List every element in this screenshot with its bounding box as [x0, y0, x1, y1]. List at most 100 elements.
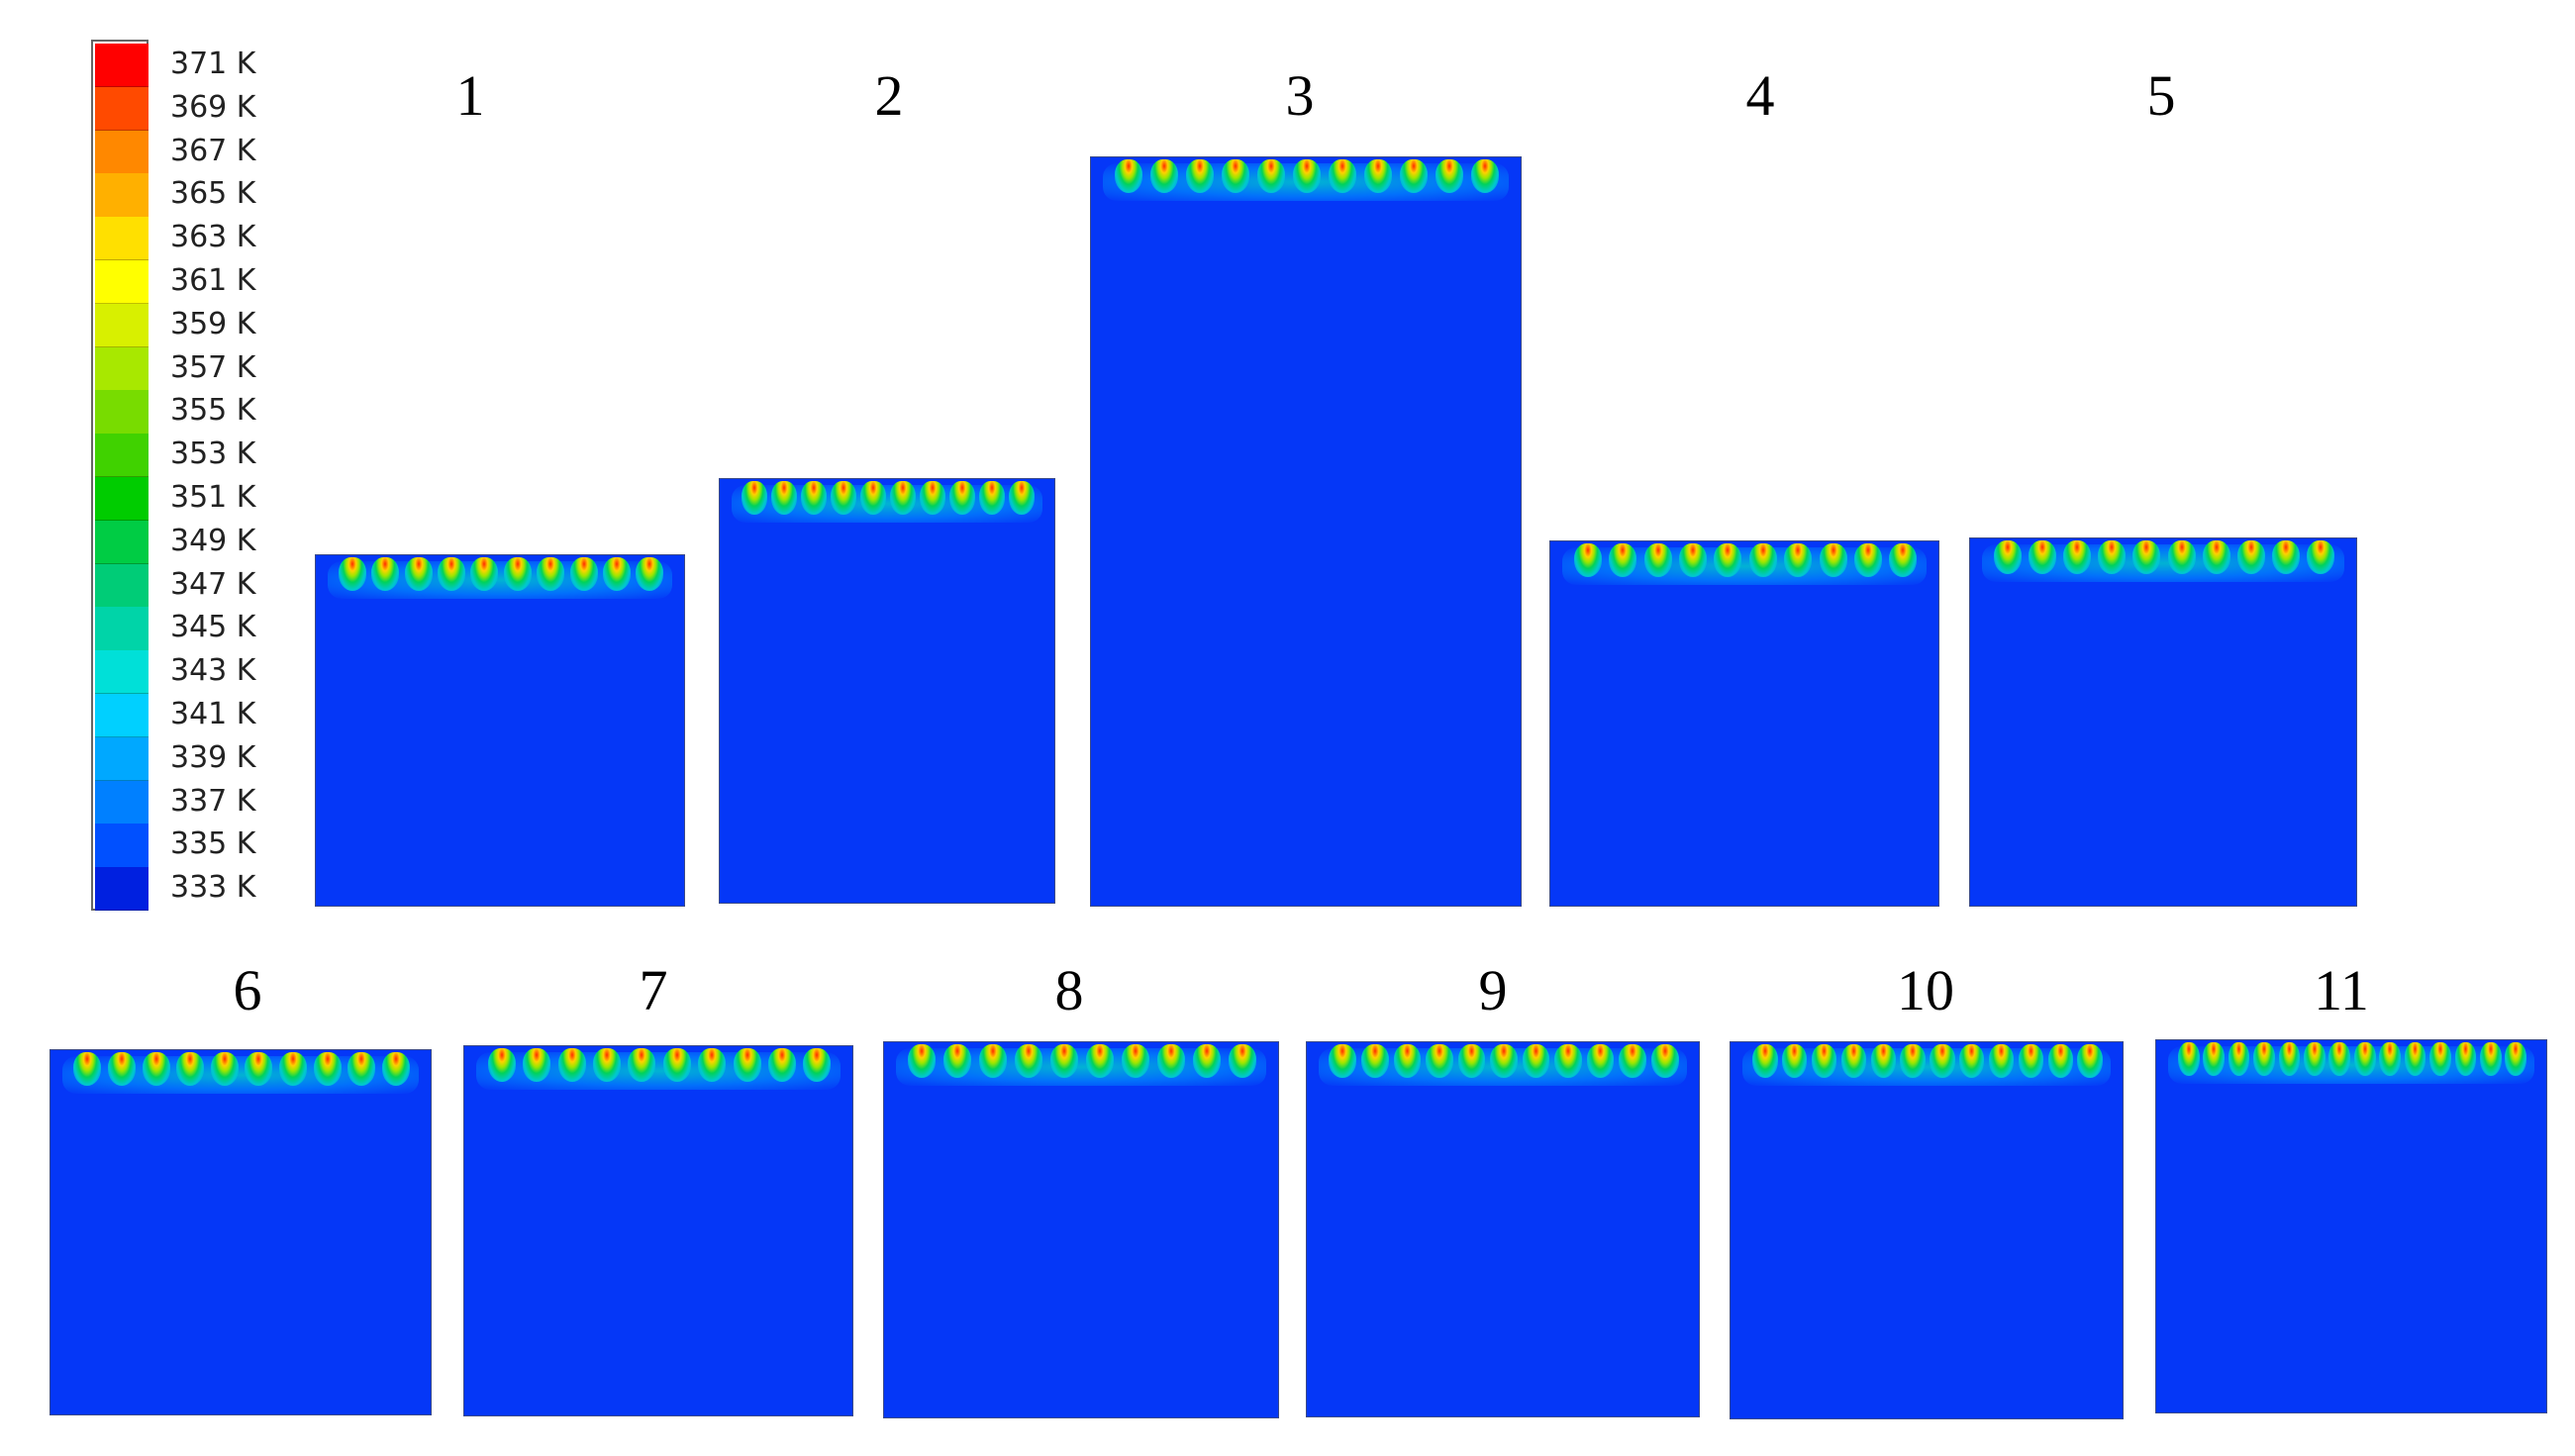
- legend-label: 349 K: [170, 523, 256, 558]
- legend-label: 335 K: [170, 826, 256, 862]
- heat-plume: [628, 1048, 656, 1082]
- legend-swatch: [95, 390, 149, 435]
- legend-label: 347 K: [170, 566, 256, 602]
- legend-swatch: [95, 173, 149, 218]
- heat-plume: [636, 557, 664, 591]
- heat-plume: [890, 481, 916, 515]
- heat-plume: [2253, 1042, 2275, 1076]
- legend-swatch: [95, 867, 149, 912]
- heat-plume: [1678, 543, 1707, 577]
- legend-label: 341 K: [170, 697, 256, 731]
- legend-label: 367 K: [170, 133, 256, 168]
- heat-plume: [2429, 1042, 2451, 1076]
- heat-plume: [979, 1044, 1007, 1078]
- heat-plume: [2047, 1044, 2073, 1078]
- heat-plume: [1426, 1044, 1453, 1078]
- heat-plume: [1115, 159, 1142, 193]
- heat-plume: [1643, 543, 1672, 577]
- heat-plume: [2480, 1042, 2502, 1076]
- heat-plume: [2063, 540, 2091, 574]
- heat-plume: [831, 481, 856, 515]
- heat-plume: [1900, 1044, 1926, 1078]
- heat-plume: [2328, 1042, 2351, 1076]
- heat-plume: [1193, 1044, 1221, 1078]
- heat-plume: [602, 557, 631, 591]
- heat-plume: [2307, 540, 2335, 574]
- heat-plume: [176, 1052, 205, 1086]
- heat-plume: [1784, 543, 1813, 577]
- heat-plume: [1840, 1044, 1867, 1078]
- contour-panel: [2155, 1039, 2547, 1413]
- contour-panel: [1730, 1041, 2124, 1419]
- panel-label: 9: [1478, 958, 1508, 1022]
- heat-plume: [1959, 1044, 1985, 1078]
- heat-plume: [107, 1052, 136, 1086]
- heat-plume: [404, 557, 433, 591]
- heat-plume: [1650, 1044, 1679, 1078]
- heat-plume: [1150, 159, 1178, 193]
- heat-plume: [698, 1048, 727, 1082]
- legend-swatch: [95, 563, 149, 608]
- heat-plume: [1364, 159, 1392, 193]
- heat-plume: [73, 1052, 102, 1086]
- heat-plume: [2237, 540, 2265, 574]
- contour-panel: [1090, 156, 1522, 907]
- heat-plume: [1586, 1044, 1615, 1078]
- heat-plume: [470, 557, 499, 591]
- heat-plume: [592, 1048, 621, 1082]
- heat-plume: [2379, 1042, 2401, 1076]
- legend-swatch: [95, 44, 149, 88]
- heat-plume: [771, 481, 797, 515]
- heat-plume: [662, 1048, 691, 1082]
- legend-label: 359 K: [170, 306, 256, 341]
- heat-plume: [1889, 543, 1918, 577]
- heat-plume: [1050, 1044, 1078, 1078]
- heat-plume: [1436, 159, 1463, 193]
- heat-plume: [733, 1048, 761, 1082]
- legend-label: 357 K: [170, 349, 256, 385]
- heat-plume: [487, 1048, 516, 1082]
- heat-plume: [1393, 1044, 1422, 1078]
- heat-plume: [2177, 1042, 2200, 1076]
- contour-panel: [315, 554, 685, 907]
- heat-plume: [920, 481, 945, 515]
- contour-panel: [463, 1045, 853, 1416]
- heat-plume: [1811, 1044, 1837, 1078]
- heat-plume: [1329, 159, 1356, 193]
- panel-label: 6: [233, 958, 262, 1022]
- legend-label: 365 K: [170, 176, 256, 212]
- heat-plume: [767, 1048, 796, 1082]
- heat-plume: [2028, 540, 2056, 574]
- heat-plume: [803, 1048, 832, 1082]
- panel-label: 7: [639, 958, 668, 1022]
- heat-plume: [1086, 1044, 1114, 1078]
- legend-swatch: [95, 520, 149, 565]
- legend-label: 339 K: [170, 739, 256, 775]
- legend-label: 361 K: [170, 263, 256, 298]
- legend-swatch: [95, 260, 149, 305]
- legend-label: 333 K: [170, 870, 256, 906]
- heat-plume: [2304, 1042, 2326, 1076]
- contour-panel: [883, 1041, 1279, 1418]
- heat-plume: [437, 557, 465, 591]
- heat-plume: [2505, 1042, 2527, 1076]
- heat-plume: [210, 1052, 239, 1086]
- heat-plume: [2272, 540, 2301, 574]
- legend-label: 369 K: [170, 89, 256, 125]
- heat-plume: [569, 557, 598, 591]
- heat-plume: [801, 481, 827, 515]
- heat-plume: [1782, 1044, 1808, 1078]
- contour-panel: [1549, 540, 1939, 907]
- heat-plume: [1752, 1044, 1778, 1078]
- heat-plume: [2077, 1044, 2103, 1078]
- heat-plume: [1609, 543, 1637, 577]
- heat-plume: [142, 1052, 170, 1086]
- heat-plume: [245, 1052, 273, 1086]
- heat-plume: [979, 481, 1005, 515]
- panel-label: 1: [455, 63, 485, 128]
- legend-swatch: [95, 607, 149, 651]
- legend-swatch: [95, 434, 149, 478]
- legend-colorbar: [91, 40, 149, 912]
- heat-plume: [949, 481, 975, 515]
